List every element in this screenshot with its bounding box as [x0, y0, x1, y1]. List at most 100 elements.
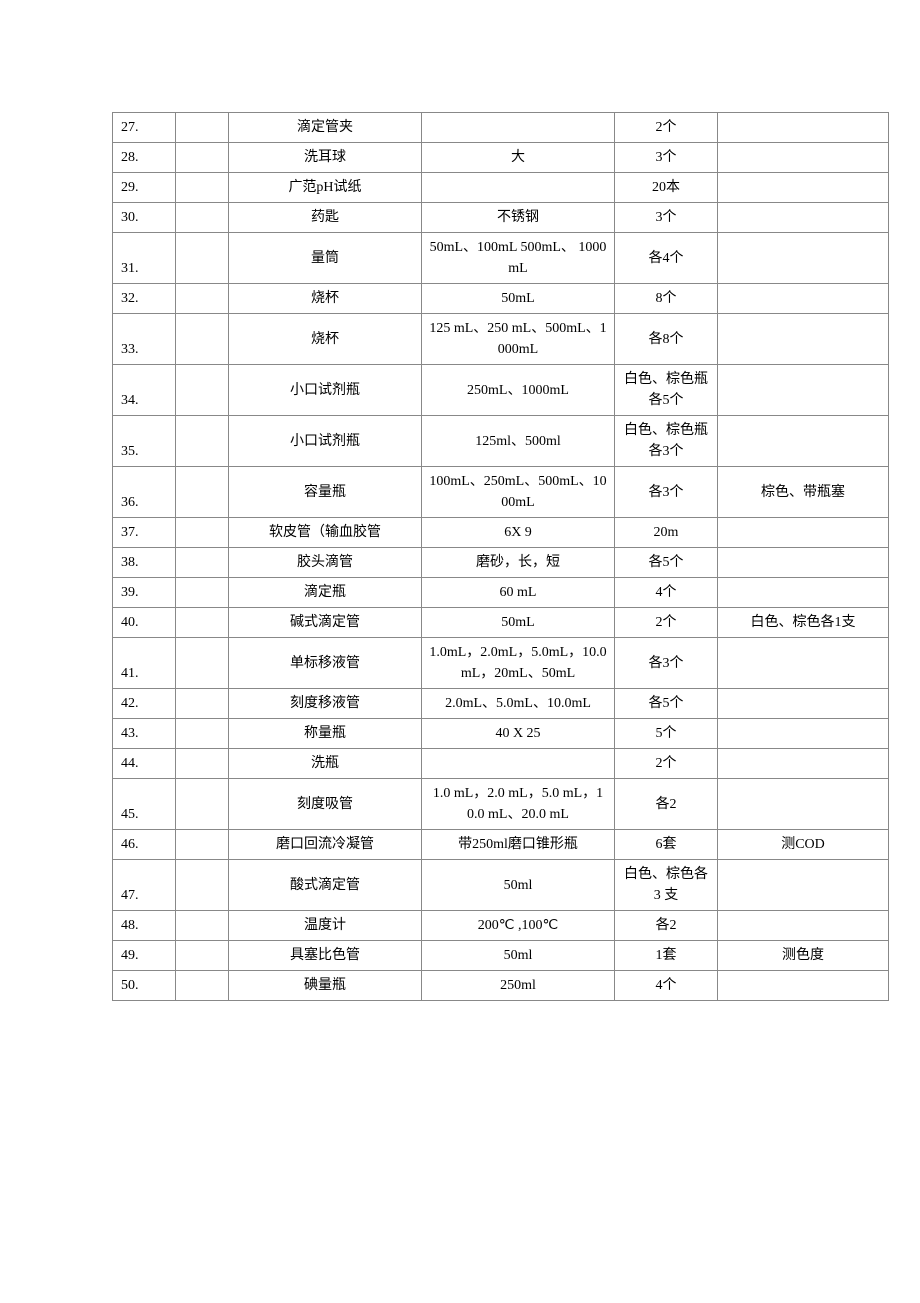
row-index-cell: 33. — [113, 314, 176, 365]
row-index-cell: 31. — [113, 233, 176, 284]
remark-cell — [718, 971, 889, 1001]
item-name-cell: 刻度移液管 — [229, 689, 422, 719]
item-name-cell: 具塞比色管 — [229, 941, 422, 971]
spec-cell: 50mL — [422, 284, 615, 314]
item-name-cell: 磨口回流冷凝管 — [229, 830, 422, 860]
remark-cell — [718, 518, 889, 548]
blank-cell — [176, 518, 229, 548]
quantity-cell: 20m — [615, 518, 718, 548]
row-index-cell: 42. — [113, 689, 176, 719]
row-index-cell: 44. — [113, 749, 176, 779]
blank-cell — [176, 365, 229, 416]
spec-cell: 6X 9 — [422, 518, 615, 548]
spec-cell: 大 — [422, 143, 615, 173]
table-row: 31. 量筒50mL、100mL 500mL、 1000mL各4个 — [113, 233, 889, 284]
spec-cell: 125ml、500ml — [422, 416, 615, 467]
item-name-cell: 量筒 — [229, 233, 422, 284]
quantity-cell: 各5个 — [615, 689, 718, 719]
blank-cell — [176, 971, 229, 1001]
quantity-cell: 白色、棕色瓶各3个 — [615, 416, 718, 467]
remark-cell — [718, 113, 889, 143]
spec-cell: 60 mL — [422, 578, 615, 608]
quantity-cell: 各4个 — [615, 233, 718, 284]
table-row: 42.刻度移液管2.0mL、5.0mL、10.0mL各5个 — [113, 689, 889, 719]
row-index-cell: 48. — [113, 911, 176, 941]
table-row: 35. 小口试剂瓶125ml、500ml白色、棕色瓶各3个 — [113, 416, 889, 467]
quantity-cell: 2个 — [615, 113, 718, 143]
spec-cell: 50ml — [422, 860, 615, 911]
row-index-cell: 49. — [113, 941, 176, 971]
spec-cell: 1.0mL，2.0mL，5.0mL，10.0mL，20mL、50mL — [422, 638, 615, 689]
equipment-table: 27.滴定管夹2个28.洗耳球大3个29.广范pH试纸20本30.药匙不锈钢3个… — [112, 112, 889, 1001]
quantity-cell: 4个 — [615, 971, 718, 1001]
spec-cell: 50ml — [422, 941, 615, 971]
blank-cell — [176, 578, 229, 608]
row-index-cell: 39. — [113, 578, 176, 608]
item-name-cell: 小口试剂瓶 — [229, 416, 422, 467]
remark-cell: 测色度 — [718, 941, 889, 971]
row-index-cell: 34. — [113, 365, 176, 416]
document-page: 27.滴定管夹2个28.洗耳球大3个29.广范pH试纸20本30.药匙不锈钢3个… — [0, 0, 920, 1001]
row-index-cell: 35. — [113, 416, 176, 467]
quantity-cell: 8个 — [615, 284, 718, 314]
quantity-cell: 各3个 — [615, 467, 718, 518]
item-name-cell: 药匙 — [229, 203, 422, 233]
table-row: 37. 软皮管（输血胶管6X 920m — [113, 518, 889, 548]
table-row: 29.广范pH试纸20本 — [113, 173, 889, 203]
item-name-cell: 温度计 — [229, 911, 422, 941]
spec-cell: 250mL、1000mL — [422, 365, 615, 416]
quantity-cell: 白色、棕色各3 支 — [615, 860, 718, 911]
table-row: 30.药匙不锈钢3个 — [113, 203, 889, 233]
blank-cell — [176, 860, 229, 911]
spec-cell: 不锈钢 — [422, 203, 615, 233]
blank-cell — [176, 830, 229, 860]
remark-cell: 白色、棕色各1支 — [718, 608, 889, 638]
spec-cell — [422, 113, 615, 143]
remark-cell — [718, 284, 889, 314]
remark-cell — [718, 143, 889, 173]
quantity-cell: 3个 — [615, 203, 718, 233]
blank-cell — [176, 689, 229, 719]
item-name-cell: 胶头滴管 — [229, 548, 422, 578]
item-name-cell: 单标移液管 — [229, 638, 422, 689]
spec-cell: 100mL、250mL、500mL、1000mL — [422, 467, 615, 518]
row-index-cell: 45. — [113, 779, 176, 830]
item-name-cell: 软皮管（输血胶管 — [229, 518, 422, 548]
remark-cell — [718, 779, 889, 830]
blank-cell — [176, 113, 229, 143]
quantity-cell: 6套 — [615, 830, 718, 860]
table-row: 33.烧杯125 mL、250 mL、500mL、1000mL各8个 — [113, 314, 889, 365]
remark-cell: 测COD — [718, 830, 889, 860]
table-row: 49.具塞比色管50ml1套测色度 — [113, 941, 889, 971]
remark-cell — [718, 638, 889, 689]
spec-cell: 50mL — [422, 608, 615, 638]
item-name-cell: 烧杯 — [229, 314, 422, 365]
blank-cell — [176, 911, 229, 941]
item-name-cell: 烧杯 — [229, 284, 422, 314]
blank-cell — [176, 548, 229, 578]
table-row: 39. 滴定瓶60 mL4个 — [113, 578, 889, 608]
remark-cell — [718, 416, 889, 467]
quantity-cell: 4个 — [615, 578, 718, 608]
spec-cell: 125 mL、250 mL、500mL、1000mL — [422, 314, 615, 365]
item-name-cell: 广范pH试纸 — [229, 173, 422, 203]
table-row: 45.刻度吸管1.0 mL，2.0 mL，5.0 mL，10.0 mL、20.0… — [113, 779, 889, 830]
row-index-cell: 28. — [113, 143, 176, 173]
remark-cell — [718, 689, 889, 719]
table-row: 40.碱式滴定管50mL2个白色、棕色各1支 — [113, 608, 889, 638]
remark-cell — [718, 719, 889, 749]
blank-cell — [176, 608, 229, 638]
row-index-cell: 37. — [113, 518, 176, 548]
row-index-cell: 38. — [113, 548, 176, 578]
remark-cell — [718, 314, 889, 365]
remark-cell — [718, 173, 889, 203]
spec-cell — [422, 749, 615, 779]
remark-cell — [718, 578, 889, 608]
table-row: 43.称量瓶40 X 255个 — [113, 719, 889, 749]
row-index-cell: 43. — [113, 719, 176, 749]
item-name-cell: 滴定瓶 — [229, 578, 422, 608]
row-index-cell: 29. — [113, 173, 176, 203]
blank-cell — [176, 416, 229, 467]
spec-cell: 250ml — [422, 971, 615, 1001]
spec-cell: 50mL、100mL 500mL、 1000mL — [422, 233, 615, 284]
